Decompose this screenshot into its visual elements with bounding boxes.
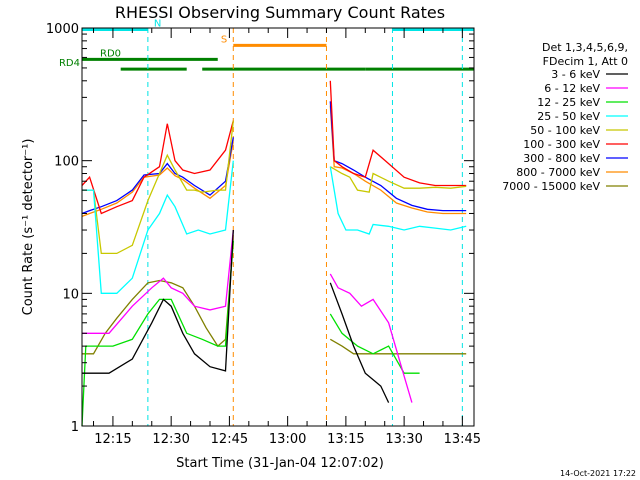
series-line — [82, 120, 234, 255]
legend-entry-label: 25 - 50 keV — [537, 110, 600, 123]
series-line — [82, 160, 234, 294]
series-line — [81, 120, 234, 215]
x-tick-label: 12:30 — [152, 432, 189, 447]
plot-timestamp: 14-Oct-2021 17:22 — [560, 469, 636, 478]
legend-entry-label: 100 - 300 keV — [523, 138, 600, 151]
series-line — [329, 338, 467, 355]
series-line — [81, 137, 234, 215]
legend-entry-label: 6 - 12 keV — [544, 82, 600, 95]
legend-entry-label: 12 - 25 keV — [537, 96, 600, 109]
flag-label-n: N — [154, 18, 161, 29]
y-tick-label: 100 — [54, 155, 79, 170]
y-tick-label: 1 — [71, 420, 79, 435]
y-axis-label: Count Rate (s⁻¹ detector⁻¹) — [21, 139, 36, 316]
series-lines — [81, 80, 467, 427]
legend-entry-label: 7000 - 15000 keV — [502, 180, 600, 193]
flag-label-s: S — [221, 34, 227, 45]
x-tick-label: 13:45 — [444, 432, 481, 447]
legend: Det 1,3,4,5,6,9,FDecim 1, Att 03 - 6 keV… — [502, 41, 628, 193]
series-line — [329, 105, 467, 215]
series-line — [81, 240, 234, 427]
legend-entry-label: 50 - 100 keV — [530, 124, 600, 137]
flag-label-rd4: RD4 — [59, 58, 80, 69]
plot-frame — [81, 27, 475, 427]
x-axis: 12:15 12:30 12:45 13:00 13:15 13:30 13:45 — [93, 28, 481, 447]
y-tick-label: 10 — [62, 287, 79, 302]
legend-entry-label: 300 - 800 keV — [523, 152, 600, 165]
series-line — [329, 166, 467, 193]
legend-entry-label: 800 - 7000 keV — [516, 166, 600, 179]
series-line — [82, 240, 234, 355]
x-tick-label: 12:15 — [94, 432, 131, 447]
x-tick-label: 13:30 — [385, 432, 422, 447]
series-line — [329, 313, 420, 374]
series-line — [82, 229, 234, 374]
series-line — [329, 273, 413, 403]
series-line — [81, 141, 234, 218]
chart-title: RHESSI Observing Summary Count Rates — [115, 3, 445, 22]
legend-header: FDecim 1, Att 0 — [543, 55, 628, 68]
x-tick-label: 13:15 — [327, 432, 364, 447]
series-line — [329, 101, 467, 212]
series-line — [82, 229, 234, 334]
legend-entry-label: 3 - 6 keV — [551, 68, 600, 81]
x-tick-label: 13:00 — [269, 432, 306, 447]
y-tick-label: 1000 — [46, 22, 79, 37]
y-axis: 1 10 100 1000 — [46, 22, 474, 435]
x-axis-label: Start Time (31-Jan-04 12:07:02) — [176, 456, 384, 471]
legend-header: Det 1,3,4,5,6,9, — [542, 41, 628, 54]
series-line — [329, 80, 467, 187]
flag-label-rd0: RD0 — [100, 48, 121, 59]
series-line — [329, 282, 390, 403]
flag-bars: N S RD0 RD4 — [59, 18, 474, 71]
x-tick-label: 12:45 — [211, 432, 248, 447]
series-line — [329, 166, 467, 235]
